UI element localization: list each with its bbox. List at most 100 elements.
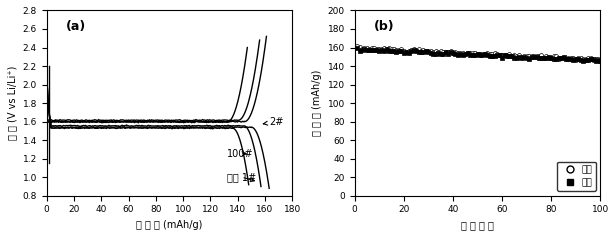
Point bbox=[463, 51, 472, 55]
Point bbox=[544, 55, 554, 59]
Point bbox=[448, 51, 458, 55]
Point bbox=[357, 47, 367, 51]
Point bbox=[411, 48, 421, 52]
Point bbox=[379, 49, 389, 53]
Point bbox=[408, 47, 418, 50]
Y-axis label: 比 容 量 (mAh/g): 比 容 量 (mAh/g) bbox=[312, 70, 322, 136]
Point bbox=[355, 49, 365, 53]
Point bbox=[500, 53, 509, 57]
Point bbox=[569, 56, 578, 60]
Point bbox=[421, 50, 431, 53]
Point bbox=[468, 51, 477, 55]
Point bbox=[549, 54, 559, 58]
Point bbox=[537, 53, 546, 57]
Point bbox=[578, 57, 588, 61]
Point bbox=[512, 56, 522, 59]
Point bbox=[566, 56, 576, 60]
Y-axis label: 电 压 (V vs Li/Li⁺): 电 压 (V vs Li/Li⁺) bbox=[7, 66, 17, 140]
Point bbox=[554, 57, 564, 61]
Point bbox=[460, 52, 470, 55]
Point bbox=[497, 53, 507, 57]
Text: 2#: 2# bbox=[263, 117, 283, 127]
Point bbox=[375, 47, 384, 51]
Point bbox=[438, 52, 448, 55]
X-axis label: 比 容 量 (mAh/g): 比 容 量 (mAh/g) bbox=[136, 220, 203, 230]
Point bbox=[436, 52, 445, 56]
Point bbox=[387, 49, 397, 53]
Point bbox=[517, 56, 527, 59]
Point bbox=[436, 49, 445, 53]
Point bbox=[581, 58, 591, 61]
Point bbox=[458, 53, 468, 56]
Point bbox=[394, 48, 404, 51]
Point bbox=[445, 50, 455, 54]
Point bbox=[394, 49, 404, 53]
Point bbox=[389, 50, 399, 53]
Point bbox=[402, 50, 411, 53]
Legend: 放电, 充电: 放电, 充电 bbox=[557, 162, 596, 191]
Point bbox=[573, 57, 583, 61]
Point bbox=[433, 51, 443, 55]
Point bbox=[375, 49, 384, 53]
Point bbox=[367, 48, 377, 52]
Point bbox=[522, 54, 532, 58]
Text: 100#: 100# bbox=[227, 149, 253, 159]
Point bbox=[365, 48, 375, 52]
Point bbox=[596, 59, 606, 63]
Point bbox=[485, 54, 495, 58]
Point bbox=[416, 49, 426, 53]
Point bbox=[564, 57, 573, 61]
Point bbox=[495, 53, 505, 57]
Point bbox=[581, 58, 591, 62]
Point bbox=[583, 57, 593, 60]
Point bbox=[539, 56, 549, 60]
Point bbox=[377, 47, 387, 50]
Point bbox=[433, 50, 443, 54]
Point bbox=[541, 55, 551, 58]
Point bbox=[576, 56, 586, 60]
Point bbox=[554, 56, 564, 60]
Point bbox=[357, 49, 367, 52]
Point bbox=[495, 53, 505, 57]
Point bbox=[539, 56, 549, 59]
Point bbox=[453, 53, 463, 57]
Point bbox=[453, 51, 463, 55]
Text: (a): (a) bbox=[67, 20, 86, 33]
Point bbox=[480, 52, 490, 56]
Point bbox=[546, 56, 556, 60]
Point bbox=[468, 53, 477, 57]
Point bbox=[573, 56, 583, 59]
Point bbox=[428, 50, 438, 54]
Point bbox=[544, 56, 554, 60]
Point bbox=[502, 55, 512, 58]
Point bbox=[450, 50, 460, 54]
Point bbox=[559, 56, 569, 60]
Point bbox=[556, 56, 566, 60]
Point bbox=[502, 54, 512, 57]
Point bbox=[507, 54, 517, 58]
Point bbox=[370, 48, 379, 51]
Point bbox=[413, 50, 423, 54]
Point bbox=[440, 50, 450, 54]
Point bbox=[514, 53, 524, 57]
Point bbox=[591, 57, 601, 61]
Point bbox=[402, 50, 411, 54]
Point bbox=[485, 52, 495, 55]
Point bbox=[426, 51, 436, 55]
Point bbox=[384, 46, 394, 50]
Point bbox=[475, 52, 485, 55]
Point bbox=[596, 59, 606, 63]
Point bbox=[384, 50, 394, 53]
Point bbox=[465, 54, 475, 57]
Point bbox=[440, 50, 450, 54]
Point bbox=[519, 55, 529, 59]
Point bbox=[367, 46, 377, 50]
Point bbox=[512, 54, 522, 58]
Point bbox=[399, 51, 409, 55]
Point bbox=[352, 44, 362, 48]
Point bbox=[450, 52, 460, 56]
Point bbox=[593, 58, 603, 61]
Point bbox=[522, 56, 532, 59]
Point bbox=[529, 55, 539, 58]
Point bbox=[500, 53, 509, 57]
